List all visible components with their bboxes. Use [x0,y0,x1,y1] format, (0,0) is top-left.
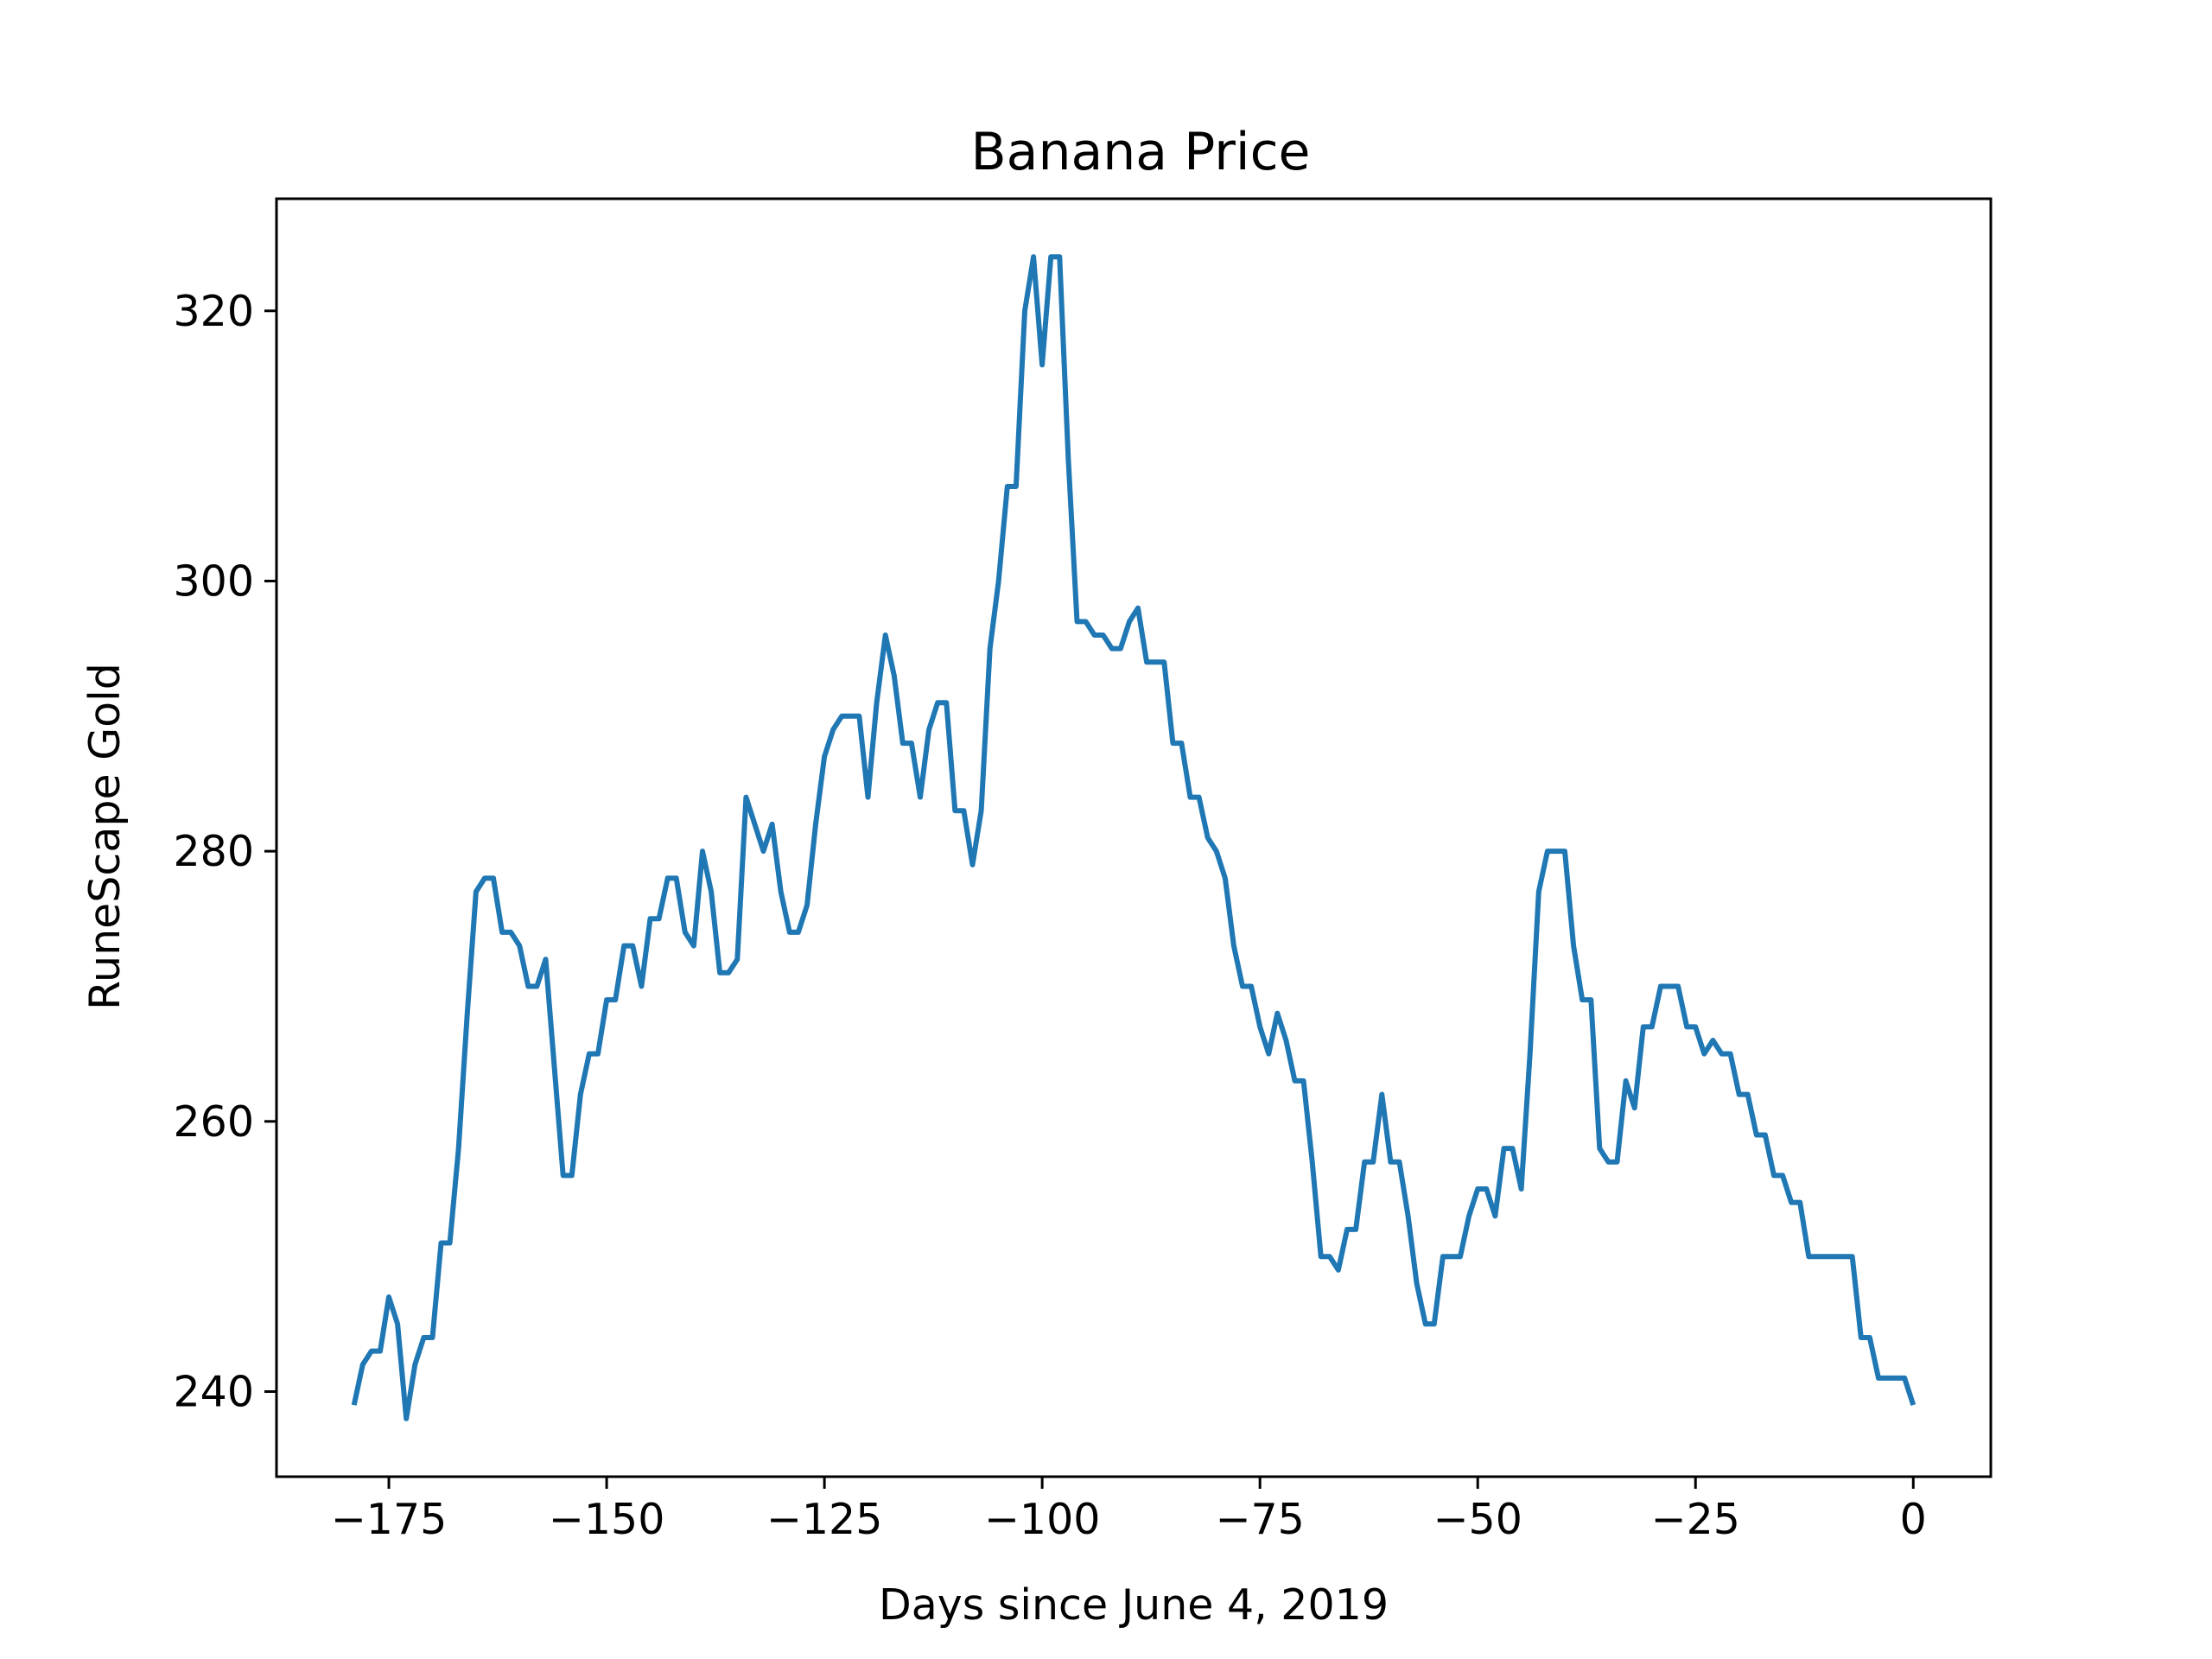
x-axis-label: Days since June 4, 2019 [879,1580,1389,1630]
x-axis: −175 −150 −125 −100 −75 −50 −25 0 [331,1477,1927,1544]
x-tick-label: −25 [1651,1495,1740,1544]
y-axis: 240 260 280 300 320 [173,287,276,1417]
series-layer [351,254,1916,1421]
chart-title: Banana Price [971,122,1311,182]
plot-background [276,199,1991,1477]
plot-area [275,197,1993,1478]
x-tick-label: −100 [984,1495,1101,1544]
x-tick-label: 0 [1900,1495,1927,1544]
y-tick-label: 260 [173,1097,254,1147]
y-tick-label: 300 [173,556,254,606]
x-tick-label: −175 [331,1495,448,1544]
x-tick-label: −150 [549,1495,665,1544]
x-tick-label: −50 [1433,1495,1522,1544]
series-line [351,254,1916,1421]
plot-frame [275,197,1993,1478]
y-axis-label: RuneScape Gold [80,663,130,1010]
x-tick-label: −75 [1215,1495,1304,1544]
y-tick-label: 240 [173,1368,254,1417]
y-tick-label: 320 [173,287,254,336]
x-tick-label: −125 [766,1495,883,1544]
y-tick-label: 280 [173,827,254,876]
